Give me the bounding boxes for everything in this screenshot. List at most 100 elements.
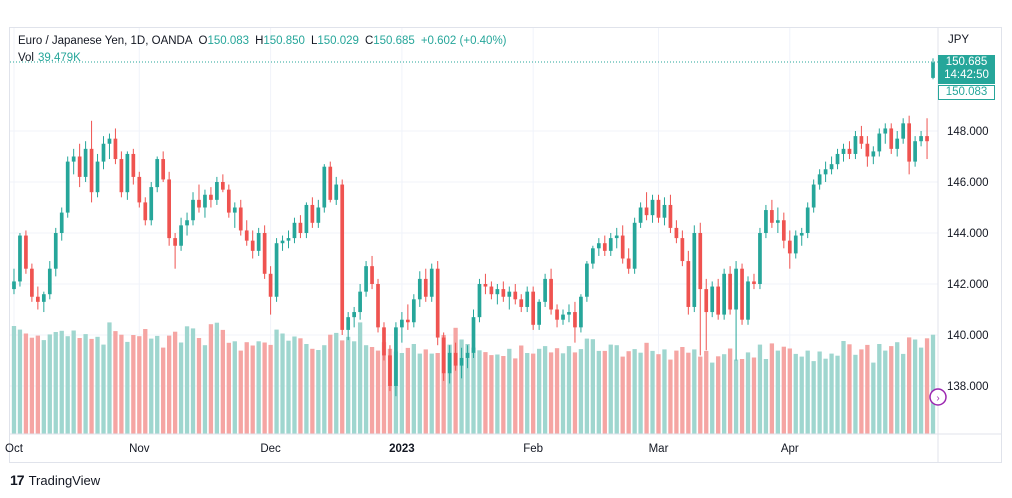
volume-bar: [572, 352, 578, 434]
candle-body: [149, 187, 154, 221]
candle-body: [531, 291, 536, 325]
candle-body: [89, 148, 94, 193]
volume-bar: [787, 348, 792, 434]
volume-bar: [883, 350, 888, 434]
candle-body: [358, 291, 362, 313]
volume-bar: [23, 333, 29, 434]
volume-bar: [423, 349, 428, 434]
candle-body: [805, 207, 810, 233]
volume-bar: [584, 338, 590, 434]
volume-bar: [328, 334, 333, 434]
volume-bar: [477, 350, 482, 434]
candle-body: [268, 273, 273, 297]
volume-bar: [363, 345, 369, 434]
price-tick-label: 138.000: [947, 381, 989, 393]
volume-bar: [346, 336, 351, 434]
candle-body: [799, 233, 804, 236]
candle-body: [901, 123, 906, 139]
volume-bar: [560, 353, 566, 434]
volume-bar: [232, 341, 237, 434]
volume-bar: [662, 349, 667, 434]
candle-body: [167, 179, 171, 239]
candle-body: [77, 156, 82, 177]
volume-bar: [811, 361, 816, 434]
candle-body: [185, 220, 189, 226]
volume-bar: [566, 346, 572, 434]
volume-bar: [131, 335, 136, 434]
candle-body: [847, 148, 852, 154]
price-tick-label: 148.000: [947, 126, 989, 138]
volume-bar: [626, 351, 631, 434]
candle-body: [328, 166, 333, 200]
candle-body: [596, 243, 601, 249]
volume-bar: [357, 322, 363, 434]
volume-bar: [351, 341, 357, 434]
volume-bar: [877, 344, 882, 434]
candle-body: [53, 233, 58, 269]
candle-body: [591, 248, 595, 264]
candle-body: [776, 220, 780, 223]
candle-body: [692, 233, 697, 307]
symbol-legend[interactable]: Euro / Japanese Yen, 1D, OANDA O150.083 H1…: [18, 35, 513, 47]
volume-bar: [668, 359, 673, 434]
candle-body: [322, 166, 327, 208]
time-tick-label: Dec: [260, 443, 281, 455]
last-price-tag: 150.685 14:42:50: [938, 55, 995, 84]
candle-body: [626, 258, 631, 269]
candle-body: [841, 148, 846, 154]
volume-bar: [107, 322, 112, 434]
chart-frame: [9, 27, 1002, 463]
candle-body: [215, 182, 219, 200]
volume-legend[interactable]: Vol 39.479K: [18, 52, 81, 64]
low-value: 150.029: [317, 35, 359, 47]
volume-bar: [501, 356, 506, 434]
close-value: 150.685: [373, 35, 415, 47]
candle-body: [573, 312, 577, 328]
candle-body: [567, 312, 571, 315]
volume-bar: [59, 330, 64, 434]
candle-body: [686, 261, 691, 307]
volume-bar: [441, 335, 446, 434]
price-tick-label: 142.000: [947, 279, 989, 291]
volume-bar: [202, 345, 208, 434]
candle-body: [197, 199, 201, 208]
currency-label[interactable]: JPY: [948, 34, 970, 46]
candle-body: [423, 278, 428, 297]
candle-body: [811, 184, 816, 208]
candle-body: [238, 207, 243, 231]
volume-bar: [602, 350, 607, 434]
candle-body: [388, 355, 392, 386]
volume-bar: [304, 344, 309, 434]
candle-body: [47, 268, 52, 295]
candle-body: [507, 291, 512, 297]
volume-bar: [871, 362, 876, 434]
price-tick-label: 146.000: [947, 177, 989, 189]
candle-body: [525, 291, 530, 307]
volume-bar: [769, 343, 775, 434]
candle-body: [334, 184, 339, 200]
volume-bar: [698, 356, 703, 434]
candle-body: [191, 199, 195, 221]
candle-body: [232, 207, 237, 213]
volume-bar: [895, 342, 900, 434]
volume-bar: [757, 344, 763, 434]
volume-bar: [149, 338, 154, 434]
open-price-tag: 150.083: [938, 85, 995, 100]
candle-body: [823, 169, 828, 175]
volume-bar: [286, 340, 291, 434]
volume-bar: [250, 345, 255, 434]
volume-bar: [865, 344, 870, 434]
volume-bar: [745, 352, 751, 434]
candle-body: [740, 268, 744, 320]
volume-bar: [196, 338, 202, 434]
volume-bar: [411, 344, 416, 434]
volume-bar: [405, 347, 411, 434]
candle-body: [411, 299, 416, 323]
brand-name: TradingView: [28, 472, 101, 488]
tradingview-brand[interactable]: 17 TradingView: [10, 472, 100, 488]
candle-body: [352, 312, 356, 318]
candle-body: [286, 238, 291, 241]
candle-body: [770, 210, 774, 223]
goto-realtime-icon[interactable]: ›: [929, 388, 947, 406]
